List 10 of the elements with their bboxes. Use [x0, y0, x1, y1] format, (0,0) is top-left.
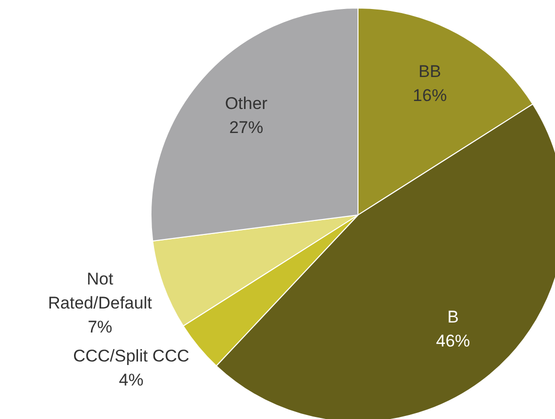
data-label: 7% [88, 317, 112, 336]
data-label: 46% [436, 332, 470, 351]
data-label: 4% [118, 370, 144, 390]
slice-label: Not Rated/Default [48, 269, 152, 312]
slice-label: BB [418, 62, 442, 82]
data-label: 27% [229, 118, 264, 138]
slice-label: B [447, 308, 459, 327]
slice-label: CCC/Split CCC [73, 346, 190, 366]
slice-label: Other [224, 94, 268, 114]
data-label: 16% [412, 86, 447, 106]
